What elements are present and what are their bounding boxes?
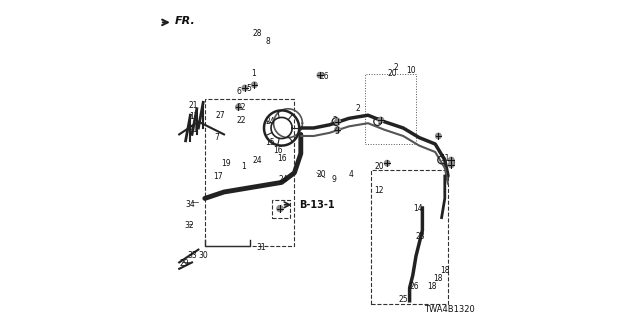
Text: 26: 26 — [320, 72, 330, 81]
Text: 2: 2 — [378, 117, 382, 126]
Bar — [205, 99, 294, 246]
Circle shape — [335, 127, 340, 132]
Text: 1: 1 — [242, 162, 246, 171]
Text: 7: 7 — [214, 133, 220, 142]
Text: TWA4B1320: TWA4B1320 — [424, 305, 475, 314]
Text: 5: 5 — [246, 84, 252, 92]
Text: 1: 1 — [251, 69, 256, 78]
Circle shape — [378, 117, 383, 123]
Text: 14: 14 — [413, 204, 422, 212]
Text: 25: 25 — [398, 295, 408, 304]
Text: 20: 20 — [447, 159, 456, 168]
Text: 2: 2 — [333, 116, 337, 124]
Circle shape — [448, 157, 454, 163]
Text: 20: 20 — [374, 162, 384, 171]
Circle shape — [317, 72, 323, 78]
Text: 17: 17 — [212, 172, 223, 180]
Circle shape — [435, 133, 442, 139]
Text: 28: 28 — [253, 29, 262, 38]
Bar — [371, 170, 448, 304]
Text: FR.: FR. — [174, 16, 195, 26]
Text: 12: 12 — [374, 186, 384, 195]
Text: 9: 9 — [332, 175, 336, 184]
Text: B-13-1: B-13-1 — [300, 200, 335, 210]
Text: 8: 8 — [266, 37, 270, 46]
Text: 24: 24 — [266, 117, 275, 126]
Text: 2: 2 — [355, 104, 360, 113]
Circle shape — [277, 205, 283, 212]
Text: 26: 26 — [410, 282, 419, 291]
Text: 11: 11 — [440, 154, 449, 163]
Text: 20: 20 — [317, 170, 326, 179]
Text: 22: 22 — [237, 103, 246, 112]
Text: 34: 34 — [186, 200, 195, 209]
Text: 23: 23 — [416, 232, 426, 241]
Text: 27: 27 — [216, 111, 226, 120]
Text: 3: 3 — [334, 127, 339, 136]
Text: 22: 22 — [237, 116, 246, 124]
Text: 33: 33 — [187, 252, 197, 260]
Circle shape — [252, 82, 257, 88]
Text: 10: 10 — [406, 66, 416, 75]
Text: 20: 20 — [387, 69, 397, 78]
Text: 2: 2 — [394, 63, 398, 72]
Text: 24: 24 — [253, 156, 262, 164]
Text: 21: 21 — [189, 125, 198, 134]
Text: 29: 29 — [179, 260, 189, 268]
Text: 18: 18 — [434, 274, 443, 283]
Text: 18: 18 — [428, 282, 436, 291]
Text: 16: 16 — [277, 154, 287, 163]
Text: 30: 30 — [198, 252, 208, 260]
Circle shape — [335, 119, 340, 124]
Text: 16: 16 — [274, 146, 284, 155]
Text: 32: 32 — [184, 221, 194, 230]
Text: 31: 31 — [256, 244, 266, 252]
Bar — [365, 74, 416, 144]
Text: 24: 24 — [278, 175, 288, 184]
Text: 19: 19 — [221, 159, 230, 168]
Text: 21: 21 — [189, 101, 198, 110]
Circle shape — [448, 162, 454, 168]
Bar — [272, 200, 290, 218]
Text: 15: 15 — [266, 138, 275, 147]
Text: 4: 4 — [349, 170, 354, 179]
Circle shape — [384, 160, 390, 166]
Text: 18: 18 — [440, 266, 449, 275]
Text: 6: 6 — [237, 87, 242, 96]
Circle shape — [236, 104, 241, 110]
Text: 13: 13 — [189, 112, 198, 121]
Circle shape — [242, 85, 248, 91]
